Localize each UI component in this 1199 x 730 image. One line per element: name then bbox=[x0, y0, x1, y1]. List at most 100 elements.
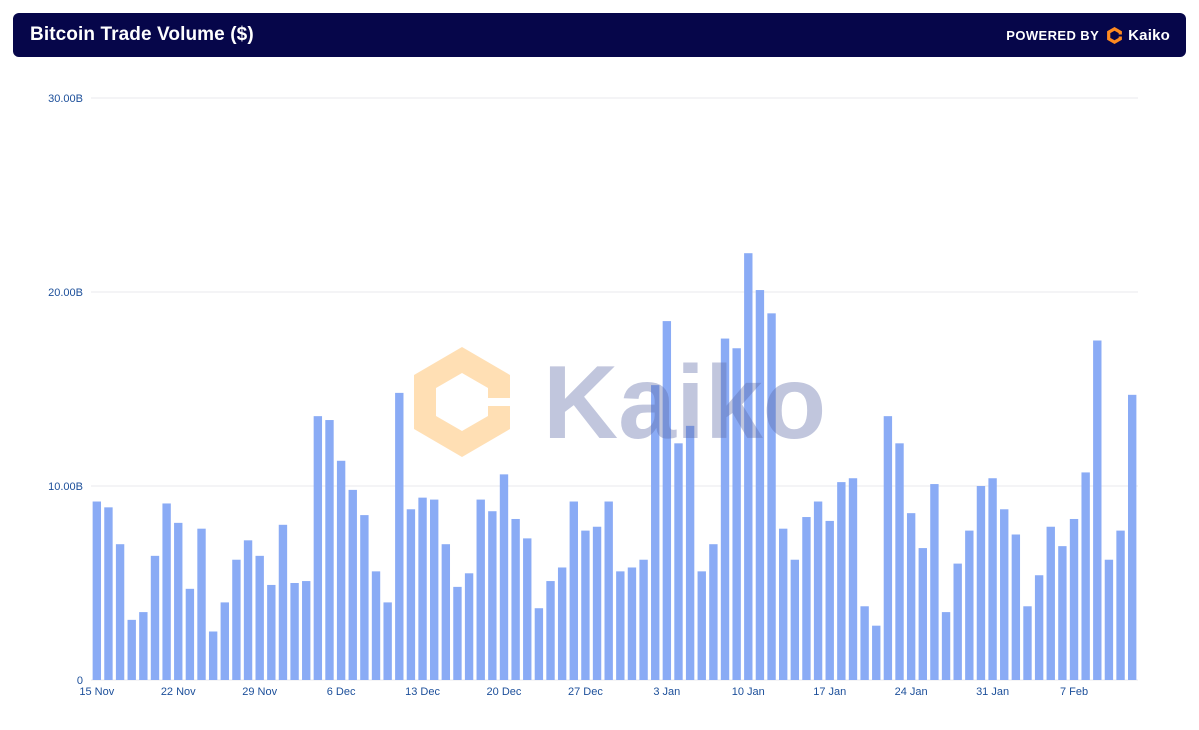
brand-name: Kaiko bbox=[1128, 26, 1170, 44]
bar bbox=[511, 518, 520, 680]
x-tick-label: 13 Dec bbox=[405, 686, 440, 698]
bar bbox=[685, 425, 695, 680]
bar bbox=[1046, 526, 1055, 680]
bar bbox=[1023, 606, 1032, 680]
bar bbox=[720, 338, 730, 680]
bar bbox=[662, 321, 672, 680]
bar bbox=[348, 489, 357, 680]
bar bbox=[860, 606, 869, 680]
watermark-logo-icon bbox=[414, 347, 510, 457]
bar bbox=[604, 501, 613, 680]
bar bbox=[488, 511, 497, 680]
bar bbox=[837, 482, 846, 680]
y-tick-label: 10.00B bbox=[48, 481, 83, 493]
x-tick-label: 24 Jan bbox=[895, 686, 928, 698]
bar bbox=[546, 581, 555, 680]
powered-by-badge: POWERED BY Kaiko bbox=[1006, 26, 1170, 45]
bar bbox=[616, 571, 625, 680]
bar bbox=[1011, 534, 1021, 680]
bar bbox=[290, 583, 299, 680]
gridlines bbox=[91, 97, 1138, 681]
bar bbox=[965, 530, 974, 680]
watermark: Kaiko bbox=[414, 345, 826, 461]
bar bbox=[534, 608, 544, 680]
x-tick-label: 27 Dec bbox=[568, 686, 603, 698]
bar bbox=[115, 544, 125, 680]
x-tick-label: 7 Feb bbox=[1060, 686, 1088, 698]
x-tick-label: 31 Jan bbox=[976, 686, 1009, 698]
bar bbox=[674, 443, 683, 680]
bar bbox=[988, 478, 997, 680]
bar bbox=[883, 416, 893, 680]
bar bbox=[243, 540, 253, 680]
bar bbox=[767, 313, 776, 680]
bar bbox=[278, 524, 288, 680]
bar bbox=[1058, 546, 1067, 680]
bar bbox=[406, 509, 416, 680]
x-tick-label: 3 Jan bbox=[653, 686, 680, 698]
bar bbox=[1093, 340, 1102, 680]
bar bbox=[639, 559, 648, 680]
y-tick-label: 0 bbox=[77, 675, 83, 687]
bar bbox=[325, 420, 334, 680]
bar bbox=[499, 474, 509, 680]
bar bbox=[430, 499, 439, 680]
x-tick-label: 10 Jan bbox=[732, 686, 765, 698]
bar bbox=[557, 567, 567, 680]
x-tick-label: 6 Dec bbox=[327, 686, 356, 698]
bar bbox=[953, 563, 962, 680]
bar bbox=[127, 619, 136, 680]
bar bbox=[395, 392, 404, 680]
bar bbox=[709, 544, 718, 680]
bar bbox=[802, 517, 811, 680]
bar bbox=[906, 513, 916, 680]
bar bbox=[976, 486, 986, 680]
bar bbox=[895, 443, 904, 680]
bar bbox=[302, 581, 311, 680]
bar bbox=[581, 530, 590, 680]
bar bbox=[383, 602, 392, 680]
bar bbox=[930, 484, 939, 680]
bar bbox=[185, 588, 195, 680]
x-tick-label: 17 Jan bbox=[813, 686, 846, 698]
x-axis-ticks: 15 Nov 22 Nov 29 Nov 6 Dec 13 Dec 20 Dec 27 De… bbox=[79, 686, 1088, 698]
bar bbox=[1104, 559, 1114, 680]
y-axis-ticks: 0 10.00B 20.00B 30.00B bbox=[48, 93, 83, 687]
bar bbox=[104, 507, 113, 680]
bar bbox=[313, 416, 323, 680]
bar bbox=[592, 526, 602, 680]
bars bbox=[92, 253, 1137, 680]
bar bbox=[651, 385, 660, 680]
bar bbox=[255, 555, 264, 680]
bar bbox=[371, 571, 381, 680]
bar bbox=[872, 625, 881, 680]
bar bbox=[197, 528, 206, 680]
bar bbox=[697, 571, 706, 680]
bar bbox=[232, 559, 241, 680]
x-tick-label: 15 Nov bbox=[79, 686, 114, 698]
bar bbox=[150, 555, 160, 680]
powered-by-label: POWERED BY bbox=[1006, 27, 1100, 43]
bar bbox=[1081, 472, 1090, 680]
bar bbox=[360, 515, 369, 680]
bar bbox=[476, 499, 485, 680]
bar bbox=[848, 478, 858, 680]
bar bbox=[1034, 575, 1044, 680]
bar bbox=[1069, 518, 1079, 680]
bar bbox=[174, 522, 183, 680]
bar bbox=[1000, 509, 1009, 680]
bar bbox=[139, 612, 148, 680]
chart-title: Bitcoin Trade Volume ($) bbox=[30, 24, 254, 45]
bar bbox=[464, 573, 474, 680]
watermark-text: Kaiko bbox=[543, 345, 826, 461]
bar bbox=[825, 520, 834, 680]
bar bbox=[1128, 394, 1137, 680]
bar bbox=[941, 612, 951, 680]
x-tick-label: 29 Nov bbox=[242, 686, 277, 698]
y-tick-label: 20.00B bbox=[48, 287, 83, 299]
bar bbox=[441, 544, 451, 680]
kaiko-logo-icon bbox=[1107, 26, 1123, 44]
x-tick-label: 22 Nov bbox=[161, 686, 196, 698]
bar bbox=[523, 538, 532, 680]
